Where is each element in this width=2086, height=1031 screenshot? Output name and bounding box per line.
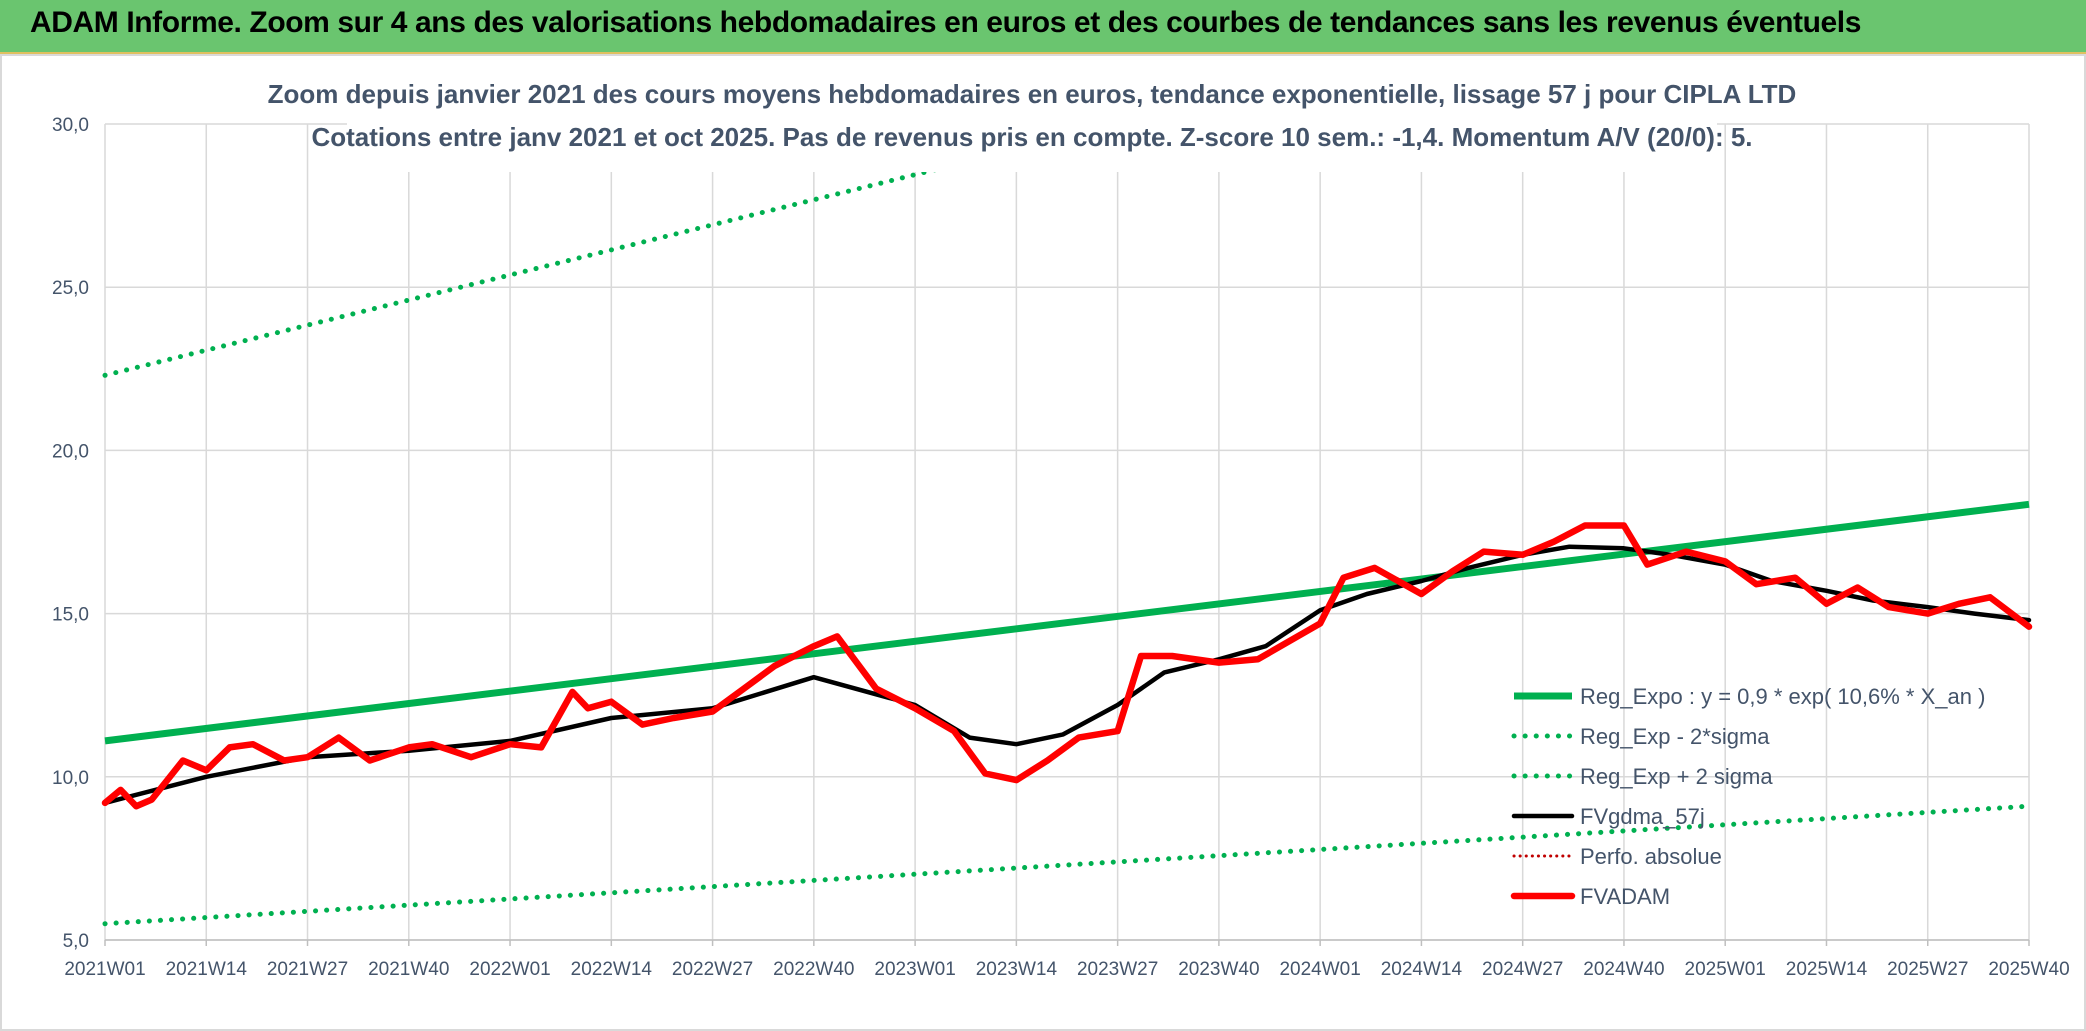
x-tick-label: 2022W14 bbox=[571, 959, 653, 980]
x-tick-label: 2023W27 bbox=[1077, 959, 1158, 980]
title-box bbox=[347, 66, 1717, 172]
x-tick-label: 2024W14 bbox=[1381, 959, 1463, 980]
x-tick-label: 2022W01 bbox=[469, 959, 550, 980]
x-tick-label: 2025W01 bbox=[1685, 959, 1766, 980]
chart-svg: 5,0 10,0 15,0 20,0 25,0 30,0 2021W01 2021W14 202… bbox=[52, 66, 2070, 980]
x-tick-label: 2021W14 bbox=[166, 959, 248, 980]
chart-frame: 5,0 10,0 15,0 20,0 25,0 30,0 2021W01 2021W14 202… bbox=[0, 54, 2086, 1031]
x-tick-label: 2022W40 bbox=[773, 959, 854, 980]
x-tick-label: 2021W01 bbox=[64, 959, 145, 980]
x-tick-label: 2025W27 bbox=[1887, 959, 1968, 980]
series-layer bbox=[101, 124, 2033, 927]
x-tick-label: 2022W27 bbox=[672, 959, 753, 980]
y-tick-label: 15,0 bbox=[52, 605, 89, 626]
banner-title: ADAM Informe. Zoom sur 4 ans des valoris… bbox=[30, 6, 1862, 39]
series-line bbox=[104, 500, 2030, 745]
legend-label: Reg_Expo : y = 0,9 * exp( 10,6% * X_an ) bbox=[1580, 684, 1985, 709]
x-tick-label: 2023W40 bbox=[1178, 959, 1259, 980]
x-tick-label: 2023W14 bbox=[976, 959, 1058, 980]
series-line bbox=[102, 803, 2032, 927]
y-tick-label: 10,0 bbox=[52, 768, 89, 789]
x-tick-label: 2024W01 bbox=[1279, 959, 1360, 980]
x-tick-label: 2025W40 bbox=[1988, 959, 2069, 980]
series-line bbox=[101, 522, 2033, 810]
legend-label: Reg_Exp - 2*sigma bbox=[1580, 724, 1770, 749]
x-tick-label: 2021W27 bbox=[267, 959, 348, 980]
y-tick-label: 20,0 bbox=[52, 441, 89, 462]
grid bbox=[104, 123, 2030, 941]
x-tick-label: 2025W14 bbox=[1786, 959, 1868, 980]
legend-label: FVADAM bbox=[1580, 884, 1670, 909]
legend-label: Reg_Exp + 2 sigma bbox=[1580, 764, 1773, 789]
x-tick-label: 2024W40 bbox=[1583, 959, 1664, 980]
axes: 5,0 10,0 15,0 20,0 25,0 30,0 2021W01 2021W14 202… bbox=[52, 115, 2070, 980]
x-tick-label: 2021W40 bbox=[368, 959, 449, 980]
x-tick-label: 2024W27 bbox=[1482, 959, 1563, 980]
chart-title: Zoom depuis janvier 2021 des cours moyen… bbox=[268, 79, 1797, 109]
legend-label: Perfo. absolue bbox=[1580, 844, 1722, 869]
y-tick-label: 30,0 bbox=[52, 115, 89, 136]
y-tick-label: 25,0 bbox=[52, 278, 89, 299]
banner: ADAM Informe. Zoom sur 4 ans des valoris… bbox=[0, 0, 2086, 54]
chart-subtitle: Cotations entre janv 2021 et oct 2025. P… bbox=[311, 122, 1752, 152]
legend: Reg_Expo : y = 0,9 * exp( 10,6% * X_an )… bbox=[1510, 684, 1985, 909]
y-tick-label: 5,0 bbox=[63, 931, 89, 952]
legend-label: FVgdma_57j bbox=[1580, 804, 1705, 829]
x-tick-label: 2023W01 bbox=[874, 959, 955, 980]
